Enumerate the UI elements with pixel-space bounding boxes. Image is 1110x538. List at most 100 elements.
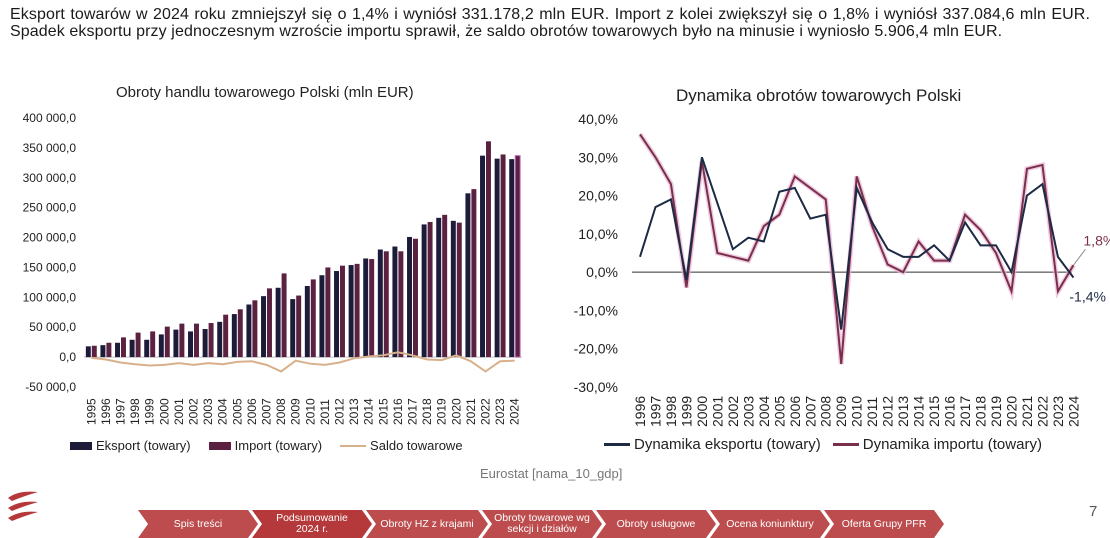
export-bar bbox=[407, 236, 412, 358]
line-xtick-label: 2020 bbox=[1003, 396, 1019, 427]
import-bar bbox=[340, 265, 345, 358]
source-note: Eurostat [nama_10_gdp] bbox=[480, 466, 623, 481]
export-bar bbox=[129, 339, 135, 358]
import-bar bbox=[223, 314, 229, 358]
export-bar bbox=[173, 329, 179, 358]
bar-xtick-label: 2019 bbox=[435, 398, 449, 425]
line-xtick-label: 2015 bbox=[926, 396, 942, 427]
line-ytick-label: 10,0% bbox=[578, 226, 618, 242]
bar-xtick-label: 2007 bbox=[260, 398, 274, 425]
bar-ytick-label: 400 000,0 bbox=[23, 111, 77, 125]
export-bar bbox=[363, 258, 369, 358]
line-xtick-label: 2012 bbox=[880, 396, 896, 427]
line-xtick-label: 2013 bbox=[895, 396, 911, 427]
import-bar bbox=[500, 154, 506, 358]
export-bar bbox=[202, 329, 208, 358]
bar-xtick-label: 2014 bbox=[362, 398, 376, 425]
import-bar bbox=[208, 323, 214, 358]
bar-xtick-label: 2000 bbox=[157, 398, 171, 425]
line-ytick-label: -20,0% bbox=[574, 341, 618, 357]
import-bar bbox=[106, 342, 112, 358]
export-bar bbox=[465, 193, 471, 358]
bar-xtick-label: 2018 bbox=[420, 398, 434, 425]
import-bar bbox=[237, 309, 243, 358]
bar-xtick-label: 2022 bbox=[479, 398, 493, 425]
line-xtick-label: 2009 bbox=[833, 396, 849, 427]
import-bar bbox=[413, 238, 418, 358]
export-bar bbox=[319, 275, 325, 358]
bar-xtick-label: 1998 bbox=[128, 398, 142, 425]
import-bar bbox=[486, 141, 491, 358]
nav-item-2[interactable]: Podsumowanie 2024 r. bbox=[252, 510, 372, 538]
legend-swatch-saldo bbox=[340, 444, 367, 447]
import-bar bbox=[471, 189, 477, 358]
import-bar bbox=[325, 267, 331, 358]
bar-xtick-label: 2009 bbox=[289, 398, 303, 425]
import-bar bbox=[398, 251, 404, 358]
bar-xtick-label: 1997 bbox=[114, 398, 128, 425]
nav-item-6[interactable]: Ocena koniunktury bbox=[710, 510, 830, 538]
export-bar bbox=[85, 346, 91, 358]
import-bar bbox=[135, 332, 141, 358]
legend-dyn-export-label: Dynamika eksportu (towary) bbox=[634, 436, 821, 453]
bar-xtick-label: 2003 bbox=[201, 398, 215, 425]
legend-export-label: Eksport (towary) bbox=[96, 438, 191, 453]
nav-item-3[interactable]: Obroty HZ z krajami bbox=[366, 510, 488, 538]
trade-volume-chart: 400 000,0 350 000,0 300 000,0 250 000,0 200 … bbox=[23, 111, 522, 425]
line-xtick-label: 2006 bbox=[787, 396, 803, 427]
import-bar bbox=[267, 288, 272, 358]
line-legend: Dynamika eksportu (towary) Dynamika impo… bbox=[604, 436, 1042, 453]
export-bar bbox=[450, 220, 456, 358]
bar-ytick-label: 50 000,0 bbox=[29, 320, 76, 334]
line-chart-title: Dynamika obrotów towarowych Polski bbox=[676, 86, 962, 105]
import-bar bbox=[369, 259, 375, 358]
nav-item-1[interactable]: Spis treści bbox=[138, 510, 258, 538]
legend-swatch-dyn-import bbox=[832, 443, 859, 446]
line-xtick-label: 2022 bbox=[1034, 396, 1050, 427]
import-bar bbox=[514, 155, 521, 358]
export-bar bbox=[275, 287, 281, 358]
bar-xtick-label: 2017 bbox=[406, 398, 420, 425]
export-last-data-label: -1,4% bbox=[1069, 289, 1106, 305]
import-bar bbox=[456, 222, 462, 358]
line-xtick-label: 2021 bbox=[1019, 396, 1035, 427]
nav-item-7[interactable]: Oferta Grupy PFR bbox=[824, 510, 944, 538]
bar-xtick-label: 2001 bbox=[172, 398, 186, 425]
line-xtick-label: 2011 bbox=[864, 397, 880, 427]
legend-saldo-label: Saldo towarowe bbox=[370, 438, 463, 453]
import-bar bbox=[310, 279, 316, 358]
import-bar bbox=[383, 251, 389, 358]
import-bar bbox=[281, 273, 287, 358]
bar-xtick-label: 2012 bbox=[333, 398, 347, 425]
line-xtick-label: 2014 bbox=[911, 396, 927, 427]
import-bar bbox=[252, 300, 258, 358]
export-bar bbox=[158, 334, 164, 358]
export-bar bbox=[231, 314, 237, 358]
export-bar bbox=[290, 299, 296, 358]
import-bar bbox=[442, 214, 448, 358]
line-xtick-label: 2004 bbox=[756, 396, 772, 427]
import-dynamics-line bbox=[639, 133, 1075, 365]
line-ytick-label: 40,0% bbox=[578, 111, 618, 127]
bar-ytick-label: 300 000,0 bbox=[23, 171, 77, 185]
bar-xtick-label: 2011 bbox=[318, 399, 332, 425]
pfr-logo-icon bbox=[8, 491, 38, 521]
export-bar bbox=[348, 265, 354, 358]
export-dynamics-line bbox=[639, 156, 1075, 330]
bar-ytick-label: 150 000,0 bbox=[23, 260, 77, 274]
bar-xtick-label: 1996 bbox=[99, 398, 113, 425]
bar-xtick-label: 1999 bbox=[143, 398, 157, 425]
bar-ytick-label: 250 000,0 bbox=[23, 201, 77, 215]
import-bar bbox=[179, 323, 185, 358]
import-bar bbox=[296, 295, 302, 358]
bar-ytick-label: 200 000,0 bbox=[23, 231, 77, 245]
line-xtick-label: 1998 bbox=[663, 396, 679, 427]
bar-xtick-label: 2016 bbox=[391, 398, 405, 425]
nav-item-4[interactable]: Obroty towarowe wg sekcji i działów bbox=[482, 510, 602, 538]
bar-xtick-label: 2015 bbox=[376, 398, 390, 425]
import-label-leader bbox=[1073, 248, 1086, 266]
nav-item-5[interactable]: Obroty usługowe bbox=[596, 510, 716, 538]
line-xtick-label: 2002 bbox=[725, 396, 741, 427]
bar-xtick-label: 2020 bbox=[449, 398, 463, 425]
legend-swatch-import bbox=[208, 441, 231, 450]
